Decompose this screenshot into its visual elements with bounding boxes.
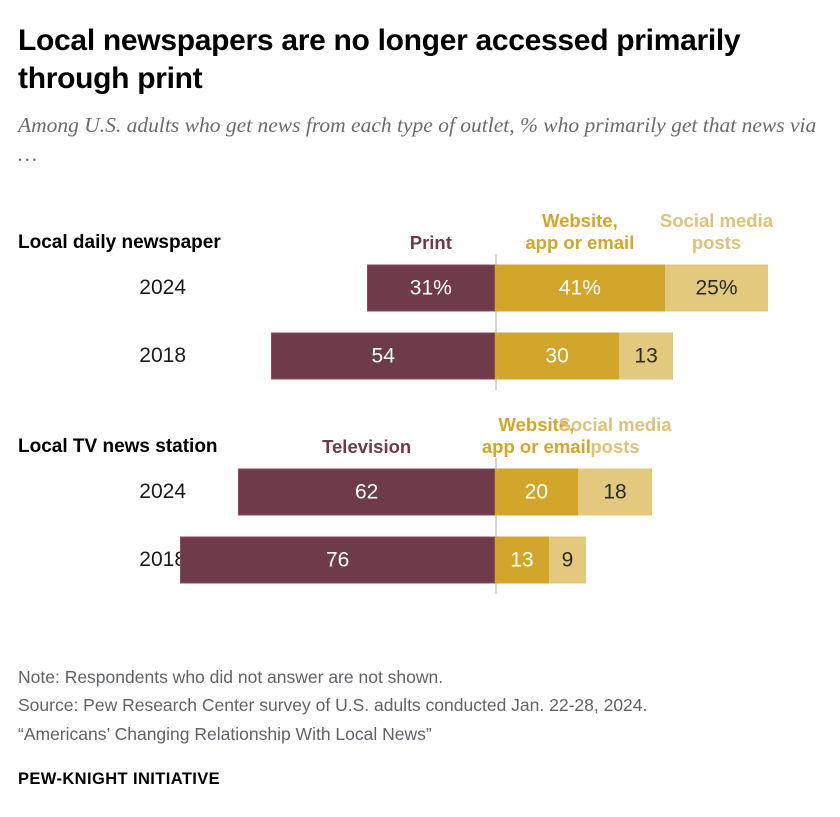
row-year-label: 2024	[139, 276, 186, 300]
column-label-primary: Print	[409, 231, 452, 253]
column-label-social: Social media posts	[558, 413, 672, 457]
row-year-label: 2018	[139, 344, 186, 368]
bar-segment-social: 25%	[664, 264, 769, 312]
bar-segment-social: 18	[577, 468, 653, 516]
bar-segment-website: 41%	[495, 264, 665, 312]
bar-segment-primary: 76	[180, 536, 495, 584]
footnote-note: Note: Respondents who did not answer are…	[18, 666, 444, 687]
bar-segment-website: 20	[495, 468, 578, 516]
bar-segment-primary: 54	[271, 332, 495, 380]
chart-row: 2024 62 20 18	[18, 458, 822, 526]
column-label-primary: Television	[322, 435, 412, 457]
bar-segment-primary: 31%	[366, 264, 495, 312]
panel-rows: 2024 31% 41% 25% 2018 54 30 13	[18, 254, 822, 391]
row-year-label: 2018	[139, 548, 186, 572]
column-label-website: Website, app or email	[481, 413, 591, 457]
chart-row: 2018 76 13 9	[18, 526, 822, 594]
chart-row: 2024 31% 41% 25%	[18, 254, 822, 322]
bar-segment-website: 13	[495, 536, 549, 584]
page-title: Local newspapers are no longer accessed …	[18, 24, 741, 96]
chart-panel: Local daily newspaper Print Website, app o…	[18, 198, 822, 391]
panel-header: Local daily newspaper Print Website, app o…	[18, 198, 822, 254]
bar-segment-primary: 62	[238, 468, 495, 516]
zero-axis-line	[495, 458, 497, 595]
column-label-social: Social media posts	[659, 209, 774, 253]
chart-row: 2018 54 30 13	[18, 322, 822, 390]
panel-title: Local daily newspaper	[18, 232, 221, 254]
panel-header: Local TV news station Television Website, …	[18, 402, 822, 458]
panel-rows: 2024 62 20 18 2018 76 13 9	[18, 458, 822, 595]
footer: Note: Respondents who did not answer are…	[18, 663, 822, 789]
chart-panel: Local TV news station Television Website, …	[18, 402, 822, 595]
panel-title: Local TV news station	[18, 436, 218, 458]
bar-segment-website: 30	[495, 332, 620, 380]
column-label-website: Website, app or email	[525, 209, 635, 253]
bar-segment-social: 13	[619, 332, 673, 380]
row-year-label: 2024	[139, 480, 186, 504]
chart-subtitle: Among U.S. adults who get news from each…	[18, 112, 817, 167]
zero-axis-line	[495, 254, 497, 391]
footnote-report: “Americans’ Changing Relationship With L…	[18, 723, 432, 744]
footnote-source: Source: Pew Research Center survey of U.…	[18, 695, 648, 716]
bar-segment-social: 9	[548, 536, 587, 584]
chart-area: Local daily newspaper Print Website, app o…	[18, 198, 822, 618]
brand-logo: PEW-KNIGHT INITIATIVE	[18, 770, 221, 788]
